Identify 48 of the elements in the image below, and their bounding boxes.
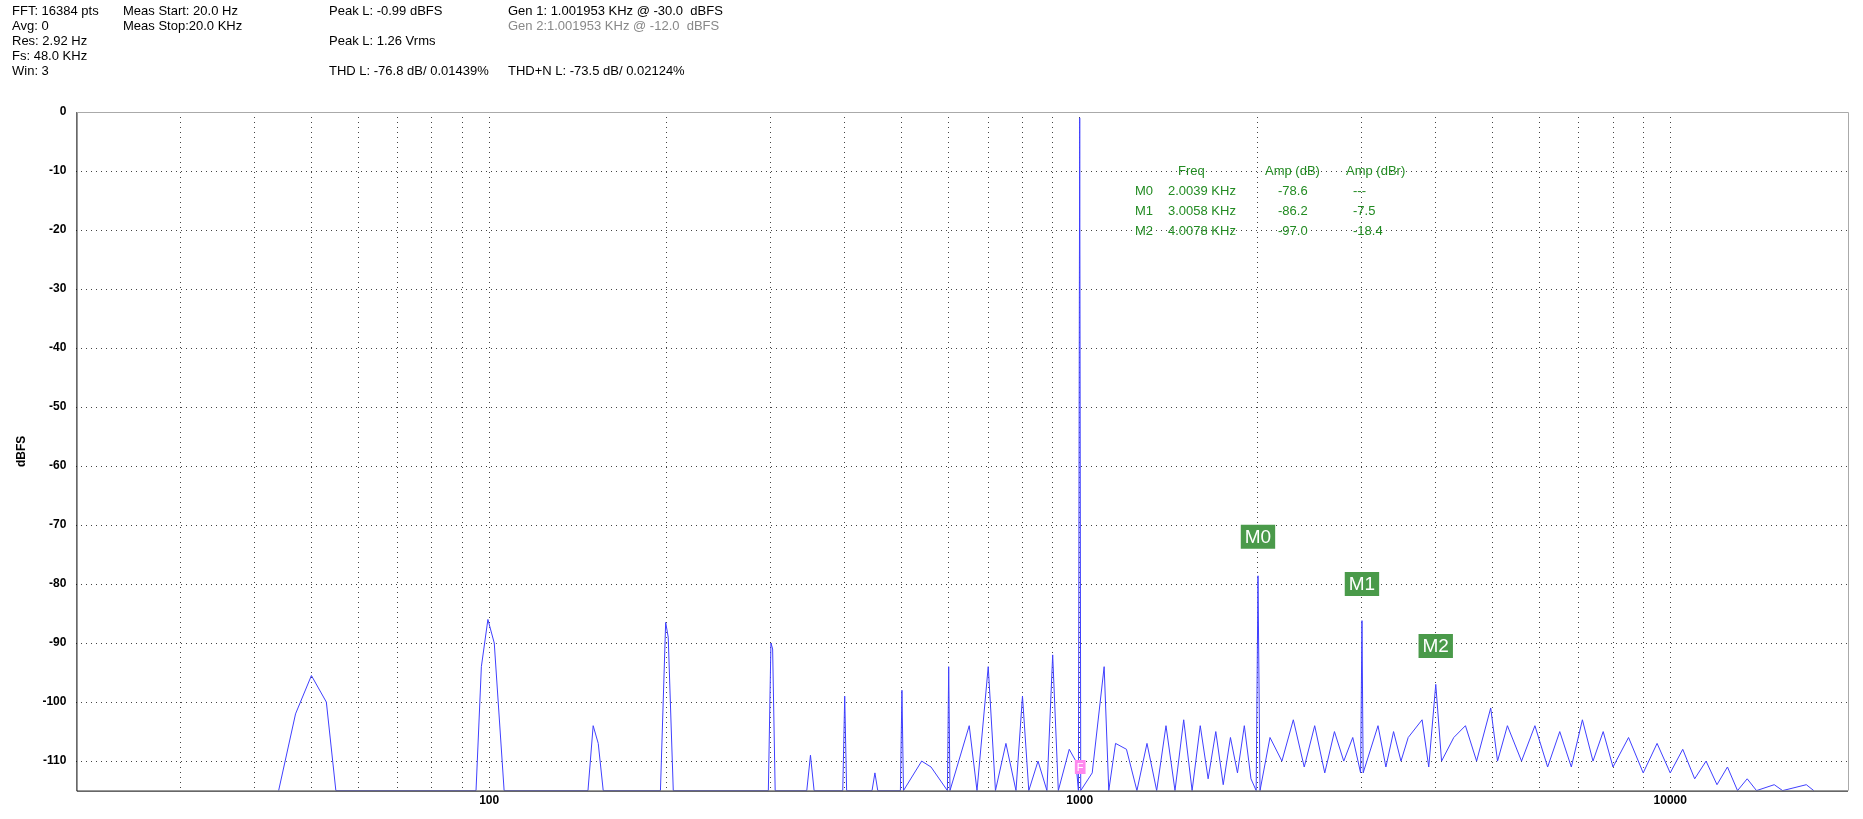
annotation: 3.0058 KHz: [1168, 203, 1236, 218]
text: Avg: 0: [12, 18, 49, 33]
annotation: Freq: [1178, 163, 1205, 178]
y-tick-label: -100: [42, 694, 67, 709]
text: Gen 2:1.001953 KHz @ -12.0 dBFS: [508, 18, 720, 33]
annotation: -97.0: [1278, 223, 1308, 238]
annotation: -18.4: [1353, 223, 1383, 238]
y-tick-label: -60: [49, 458, 67, 473]
y-tick-label: 0: [59, 104, 67, 119]
annotation: -78.6: [1278, 183, 1308, 198]
text: Peak L: 1.26 Vrms: [329, 33, 436, 48]
y-tick-label: -50: [49, 399, 67, 414]
text: Res: 2.92 Hz: [12, 33, 88, 48]
y-tick-label: -20: [49, 222, 67, 237]
text: Gen 1: 1.001953 KHz @ -30.0 dBFS: [508, 3, 723, 18]
text: Meas Start: 20.0 Hz: [123, 3, 238, 18]
annotation: M2: [1422, 635, 1449, 657]
y-tick-label: -30: [49, 281, 67, 296]
annotation: F: [1076, 761, 1084, 774]
y-tick-label: -90: [49, 635, 67, 650]
y-tick-label: -110: [43, 753, 67, 768]
x-tick-label: 100: [479, 793, 500, 808]
annotation: -7.5: [1353, 203, 1376, 218]
annotation: 2.0039 KHz: [1168, 183, 1236, 198]
annotation: M1: [1135, 203, 1154, 218]
y-tick-label: -40: [49, 340, 67, 355]
y-axis-title: dBFS: [13, 435, 28, 467]
annotation: Amp (dB): [1265, 163, 1320, 178]
text: FFT: 16384 pts: [12, 3, 99, 18]
y-tick-label: -70: [49, 517, 67, 532]
text: Meas Stop:20.0 KHz: [123, 18, 243, 33]
annotation: ---: [1353, 183, 1366, 198]
annotation: -86.2: [1278, 203, 1308, 218]
annotation: 4.0078 KHz: [1168, 223, 1236, 238]
annotation: M0: [1135, 183, 1154, 198]
x-tick-label: 1000: [1066, 793, 1094, 808]
x-tick-label: 10000: [1653, 793, 1688, 808]
y-tick-label: -10: [49, 163, 67, 178]
annotation: M1: [1348, 573, 1376, 595]
text: Win: 3: [12, 63, 49, 78]
text: Fs: 48.0 KHz: [12, 48, 88, 63]
annotation: Amp (dBr): [1346, 163, 1406, 178]
annotation: M2: [1135, 223, 1154, 238]
text: Peak L: -0.99 dBFS: [329, 3, 443, 18]
y-tick-label: -80: [49, 576, 67, 591]
text: THD+N L: -73.5 dB/ 0.02124%: [508, 63, 685, 78]
text: THD L: -76.8 dB/ 0.01439%: [329, 63, 489, 78]
annotation: M0: [1244, 526, 1272, 548]
